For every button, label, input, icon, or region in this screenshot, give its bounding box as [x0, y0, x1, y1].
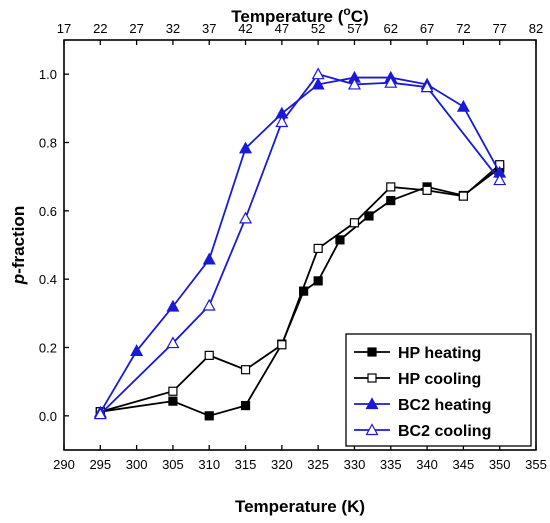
data-point-hp-cooling [349, 218, 360, 228]
legend-marker [367, 347, 377, 357]
x2-tick-label: 42 [238, 21, 252, 36]
y-axis: 0.0 0.2 0.4 0.6 0.8 1.0 [39, 67, 69, 424]
legend-item-bc2-heating: BC2 heating [354, 397, 491, 414]
data-point-hp-heating [364, 211, 374, 221]
data-point-hp-cooling [204, 350, 214, 360]
x-tick-label: 320 [271, 457, 293, 472]
data-point-bc2-heating [239, 141, 253, 154]
plot-frame [63, 39, 537, 451]
y-tick-label: 0.0 [39, 409, 57, 424]
x-tick-label: 325 [307, 457, 329, 472]
x2-tick-label: 32 [166, 21, 180, 36]
data-point-bc2-cooling [93, 407, 107, 420]
data-point-bc2-cooling [384, 75, 398, 88]
legend-label: HP cooling [398, 371, 481, 388]
x2-tick-label: 22 [93, 21, 107, 36]
x-axis: 290 295 300 305 310 315 320 325 330 335 340 345 350 3… [53, 445, 547, 472]
series-bc2-cooling [93, 67, 507, 420]
x-tick-label: 350 [489, 457, 511, 472]
x2-tick-label: 27 [129, 21, 143, 36]
legend-label: BC2 heating [398, 397, 491, 414]
x2-tick-label: 52 [311, 21, 325, 36]
data-point-hp-cooling [277, 340, 287, 350]
series-layer [93, 67, 507, 421]
x-tick-label: 295 [89, 457, 111, 472]
x-tick-label: 305 [162, 457, 184, 472]
x2-tick-label: 72 [456, 21, 470, 36]
y-tick-label: 1.0 [39, 67, 57, 82]
y-tick-label: 0.2 [39, 341, 57, 356]
y-tick-label: 0.8 [39, 136, 57, 151]
series-hp-cooling [95, 160, 505, 417]
y-title-italic: p [9, 274, 28, 285]
x-axis-title: Temperature (K) [235, 497, 365, 516]
data-point-bc2-cooling [202, 298, 216, 311]
data-point-bc2-cooling [239, 211, 253, 224]
x-tick-label: 330 [344, 457, 366, 472]
x-tick-label: 335 [380, 457, 402, 472]
data-point-hp-cooling [313, 243, 323, 254]
data-point-bc2-heating [130, 344, 144, 357]
legend: HP heating HP cooling BC2 heating BC2 cooli… [345, 333, 532, 447]
x2-tick-label: 62 [384, 21, 398, 36]
x2-tick-label: 47 [275, 21, 289, 36]
data-point-hp-heating [240, 400, 251, 411]
data-point-hp-heating [335, 235, 345, 245]
x-tick-label: 300 [126, 457, 148, 472]
x-tick-label: 315 [235, 457, 257, 472]
x-tick-label: 290 [53, 457, 75, 472]
series-line-bc2-cooling [99, 73, 501, 415]
x2-axis: 17 22 27 32 37 42 47 52 57 62 67 72 77 82 [57, 21, 543, 45]
data-point-bc2-heating [311, 77, 325, 90]
data-point-bc2-cooling [347, 77, 361, 90]
x2-tick-label: 67 [420, 21, 434, 36]
data-point-bc2-heating [166, 299, 180, 312]
data-point-hp-cooling [168, 386, 178, 396]
data-point-hp-heating [386, 195, 396, 206]
legend-label: HP heating [398, 345, 481, 362]
x2-title-post: C) [351, 7, 369, 26]
x2-title-pre: Temperature ( [231, 7, 343, 26]
data-point-hp-cooling [386, 182, 396, 192]
y-axis-title: p-fraction [9, 206, 28, 285]
x2-tick-label: 37 [202, 21, 216, 36]
x-tick-label: 345 [453, 457, 475, 472]
data-point-bc2-cooling [311, 67, 325, 80]
legend-marker [365, 397, 379, 410]
data-point-hp-heating [204, 411, 214, 421]
x2-axis-title: Temperature (oC) [231, 4, 368, 26]
data-point-bc2-heating [456, 99, 470, 112]
y-title-rest: -fraction [9, 206, 28, 274]
x-tick-label: 355 [525, 457, 547, 472]
data-point-bc2-cooling [420, 80, 434, 93]
x2-tick-label: 77 [492, 21, 506, 36]
legend-item-bc2-cooling: BC2 cooling [354, 423, 491, 440]
legend-label: BC2 cooling [398, 423, 491, 440]
legend-marker [365, 423, 379, 436]
legend-marker [367, 373, 377, 383]
x2-tick-label: 57 [347, 21, 361, 36]
x2-tick-label: 17 [57, 21, 71, 36]
x2-tick-label: 82 [529, 21, 543, 36]
data-point-bc2-heating [202, 252, 216, 265]
data-point-hp-cooling [458, 191, 468, 201]
x-tick-label: 310 [198, 457, 220, 472]
legend-item-hp-cooling: HP cooling [354, 371, 481, 388]
data-point-hp-heating [168, 396, 178, 406]
data-point-hp-cooling [422, 185, 432, 195]
x-tick-label: 340 [416, 457, 438, 472]
data-point-bc2-cooling [275, 115, 289, 128]
data-point-bc2-cooling [166, 336, 180, 349]
legend-item-hp-heating: HP heating [354, 345, 481, 362]
data-point-bc2-cooling [493, 173, 507, 186]
y-tick-label: 0.6 [39, 204, 57, 219]
data-point-hp-heating [313, 276, 323, 286]
x2-title-sup: o [343, 4, 350, 18]
y-tick-label: 0.4 [39, 272, 57, 287]
data-point-hp-cooling [240, 365, 251, 375]
